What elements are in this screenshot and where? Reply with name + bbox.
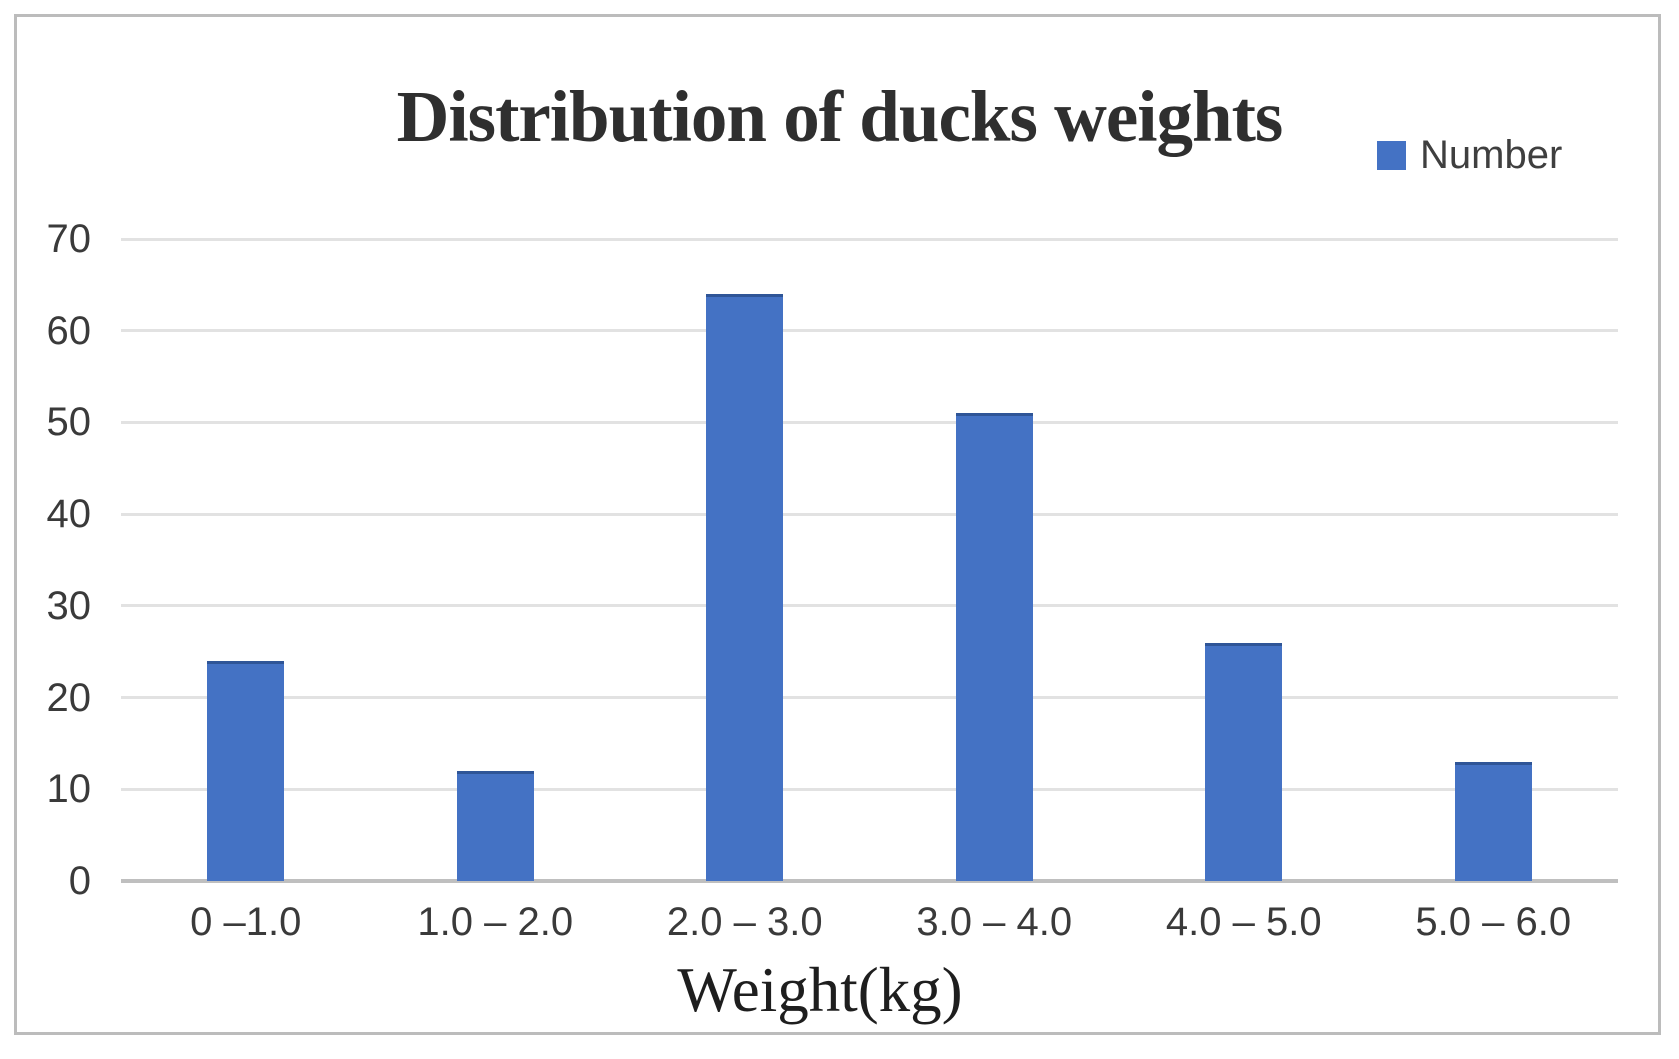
y-tick-label: 10 xyxy=(46,767,92,812)
plot-area: 0 10 20 30 40 50 60 70 0 –1.0 1.0 – 2.0 2.0 – 3.0 3… xyxy=(47,217,1618,944)
x-axis-line xyxy=(121,879,1618,883)
gridline xyxy=(121,237,1618,241)
x-tick-label: 1.0 – 2.0 xyxy=(417,900,574,944)
bar xyxy=(456,770,534,881)
x-tick-label: 5.0 – 6.0 xyxy=(1415,900,1572,944)
y-tick-label: 50 xyxy=(46,400,92,445)
x-axis-title: Weight(kg) xyxy=(677,955,963,1025)
y-tick-label: 40 xyxy=(46,492,92,537)
gridline xyxy=(121,604,1618,608)
gridline xyxy=(121,420,1618,424)
gridline xyxy=(121,696,1618,700)
bar xyxy=(1454,761,1532,881)
chart-frame xyxy=(14,14,1661,1035)
x-tick-label: 0 –1.0 xyxy=(190,900,302,944)
x-tick-label: 4.0 – 5.0 xyxy=(1165,900,1322,944)
y-tick-label: 0 xyxy=(68,859,91,903)
y-tick-label: 30 xyxy=(46,583,92,628)
gridline xyxy=(121,329,1618,333)
gridline xyxy=(121,787,1618,791)
x-tick-label: 2.0 – 3.0 xyxy=(666,900,823,944)
y-tick-label: 60 xyxy=(46,308,92,353)
legend-label: Number xyxy=(1420,133,1563,177)
bar xyxy=(955,413,1033,881)
bar xyxy=(706,294,784,881)
legend: Number xyxy=(1377,133,1563,177)
bar xyxy=(1205,642,1283,881)
gridline xyxy=(121,512,1618,516)
y-tick-label: 70 xyxy=(46,217,92,261)
bar xyxy=(207,660,285,881)
chart-title: Distribution of ducks weights xyxy=(396,76,1284,157)
legend-swatch-icon xyxy=(1377,140,1406,170)
y-tick-label: 20 xyxy=(46,675,92,720)
x-tick-label: 3.0 – 4.0 xyxy=(916,900,1073,944)
